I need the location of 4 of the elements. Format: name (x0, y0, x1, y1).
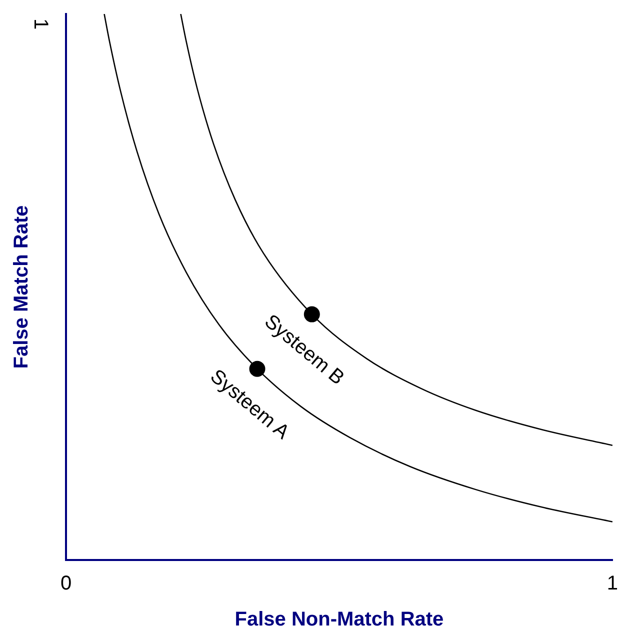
y-axis-title: False Match Rate (10, 205, 33, 369)
x-axis-title: False Non-Match Rate (234, 608, 444, 631)
text: 1 (29, 18, 52, 30)
x-tick-label: 0 (60, 572, 72, 595)
